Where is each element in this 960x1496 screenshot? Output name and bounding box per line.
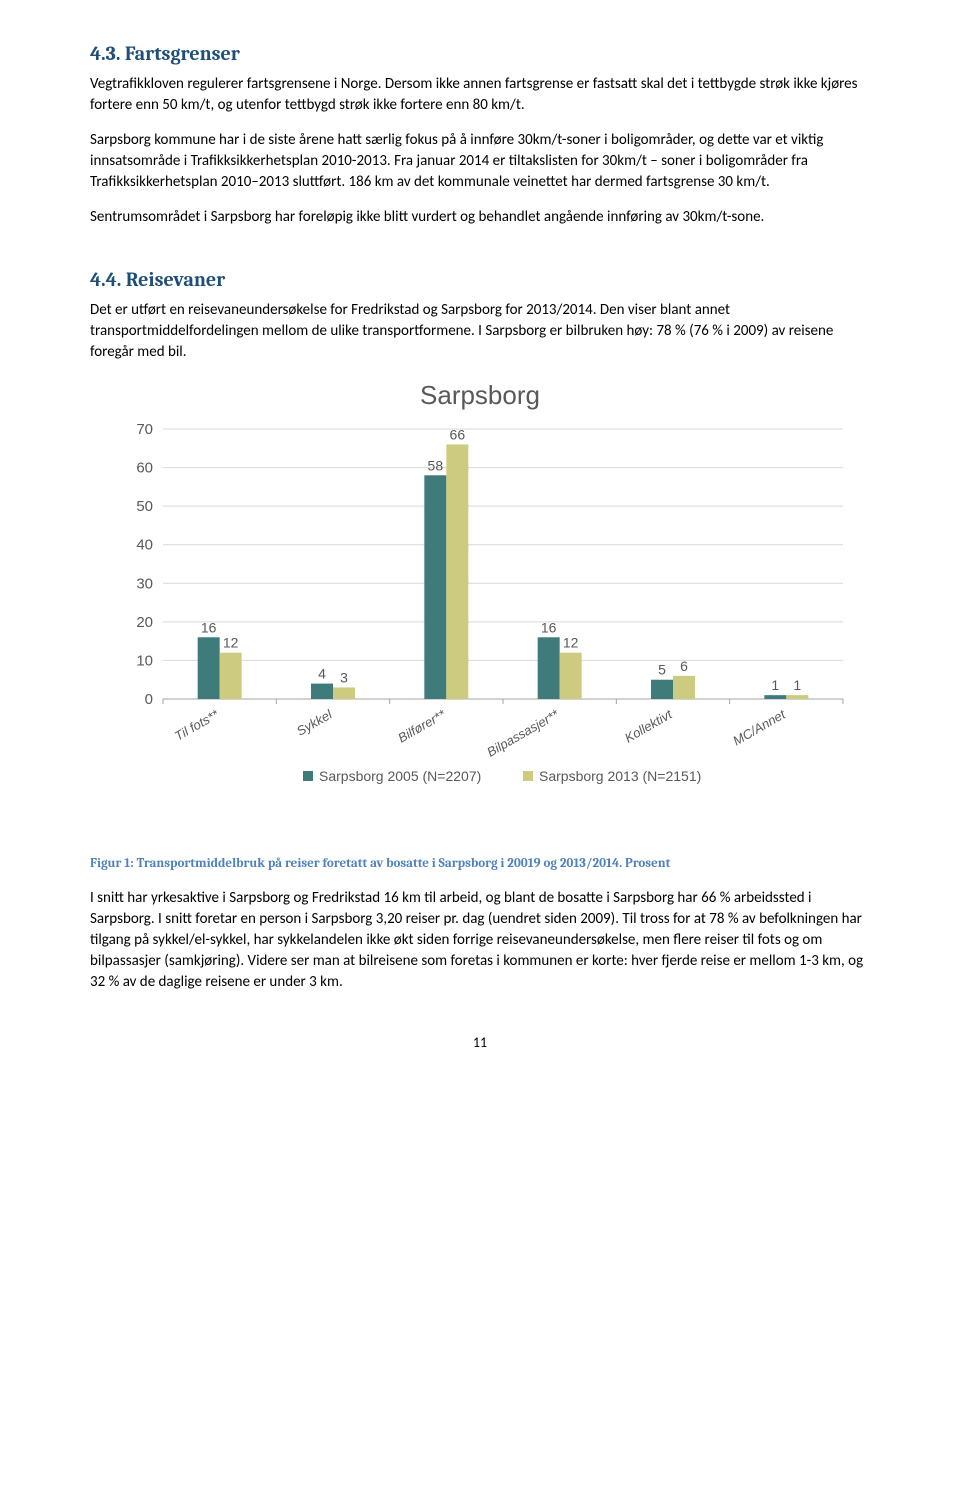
svg-text:30: 30 [136, 576, 153, 593]
chart-title: Sarpsborg [90, 377, 870, 413]
svg-text:12: 12 [223, 635, 239, 651]
section-4-3-heading: 4.3. Fartsgrenser [90, 40, 870, 68]
svg-text:16: 16 [541, 620, 557, 636]
svg-text:1: 1 [771, 678, 779, 694]
svg-text:Sykkel: Sykkel [294, 706, 336, 739]
svg-text:0: 0 [145, 691, 153, 708]
svg-text:20: 20 [136, 614, 153, 631]
svg-text:MC/Annet: MC/Annet [730, 706, 789, 749]
section-4-3-p2: Sarpsborg kommune har i de siste årene h… [90, 130, 870, 193]
svg-text:70: 70 [136, 421, 153, 438]
svg-text:60: 60 [136, 460, 153, 477]
svg-text:5: 5 [658, 662, 666, 678]
figure-caption: Figur 1: Transportmiddelbruk på reiser f… [90, 855, 870, 873]
bar-chart: 0102030405060701612Til fots**43Sykkel586… [107, 417, 853, 829]
svg-text:6: 6 [680, 658, 688, 674]
svg-text:3: 3 [340, 670, 348, 686]
svg-text:Til fots**: Til fots** [172, 707, 222, 745]
section-4-4-heading: 4.4. Reisevaner [90, 266, 870, 294]
section-4-3-p3: Sentrumsområdet i Sarpsborg har foreløpi… [90, 207, 870, 228]
svg-text:4: 4 [318, 666, 326, 682]
svg-text:Sarpsborg 2013 (N=2151): Sarpsborg 2013 (N=2151) [539, 768, 701, 784]
svg-text:1: 1 [793, 678, 801, 694]
section-4-3-p1: Vegtrafikkloven regulerer fartsgrensene … [90, 74, 870, 116]
svg-text:50: 50 [136, 499, 153, 516]
chart-container: Sarpsborg 0102030405060701612Til fots**4… [90, 377, 870, 829]
svg-text:Sarpsborg 2005 (N=2207): Sarpsborg 2005 (N=2207) [319, 768, 481, 784]
svg-text:58: 58 [428, 458, 444, 474]
svg-text:12: 12 [563, 635, 579, 651]
svg-text:10: 10 [136, 653, 153, 670]
section-4-4-p1: Det er utført en reisevaneundersøkelse f… [90, 300, 870, 363]
svg-text:40: 40 [136, 537, 153, 554]
svg-text:16: 16 [201, 620, 217, 636]
page-number: 11 [90, 1033, 870, 1053]
svg-text:Bilfører**: Bilfører** [395, 707, 448, 746]
after-chart-p1: I snitt har yrkesaktive i Sarpsborg og F… [90, 888, 870, 993]
svg-text:Bilpassasjer**: Bilpassasjer** [484, 707, 562, 761]
svg-text:Kollektivt: Kollektivt [622, 706, 676, 746]
svg-text:66: 66 [450, 427, 466, 443]
